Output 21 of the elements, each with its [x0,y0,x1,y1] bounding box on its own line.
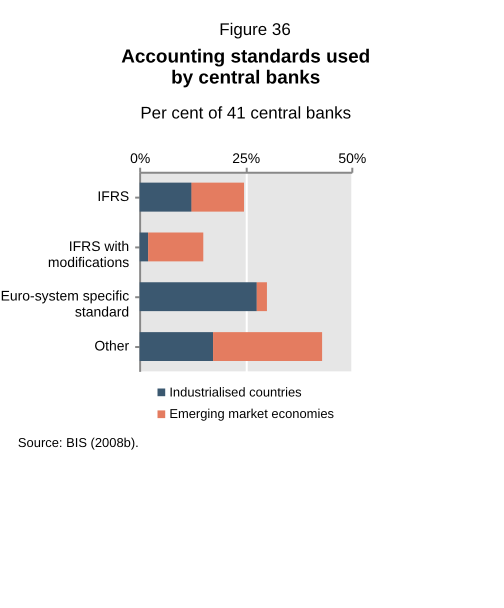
bar [191,182,244,212]
y-tick-label: IFRS with modifications [48,238,130,270]
legend-label: Emerging market economies [169,406,334,422]
x-tick-label: 0% [130,150,150,166]
y-tick-label: Other [94,338,130,354]
bar [140,232,148,262]
bar [140,282,257,312]
bar [256,282,267,312]
caption: Figure 36 [219,20,291,39]
bar [148,232,204,262]
chart-subtitle: Per cent of 41 central banks [140,103,352,122]
bar [140,332,214,361]
source-note: Source: BIS (2008b). [18,435,139,450]
bar [213,332,322,361]
x-tick-label: 50% [338,150,366,166]
y-tick-label: IFRS [97,188,130,204]
bar [140,182,192,212]
chart-title: Accounting standards used by central banks [121,46,370,89]
legend-label: Industrialised countries [169,384,302,400]
x-tick-label: 25% [232,150,260,166]
y-tick-label: Euro-system specific standard [0,288,130,320]
